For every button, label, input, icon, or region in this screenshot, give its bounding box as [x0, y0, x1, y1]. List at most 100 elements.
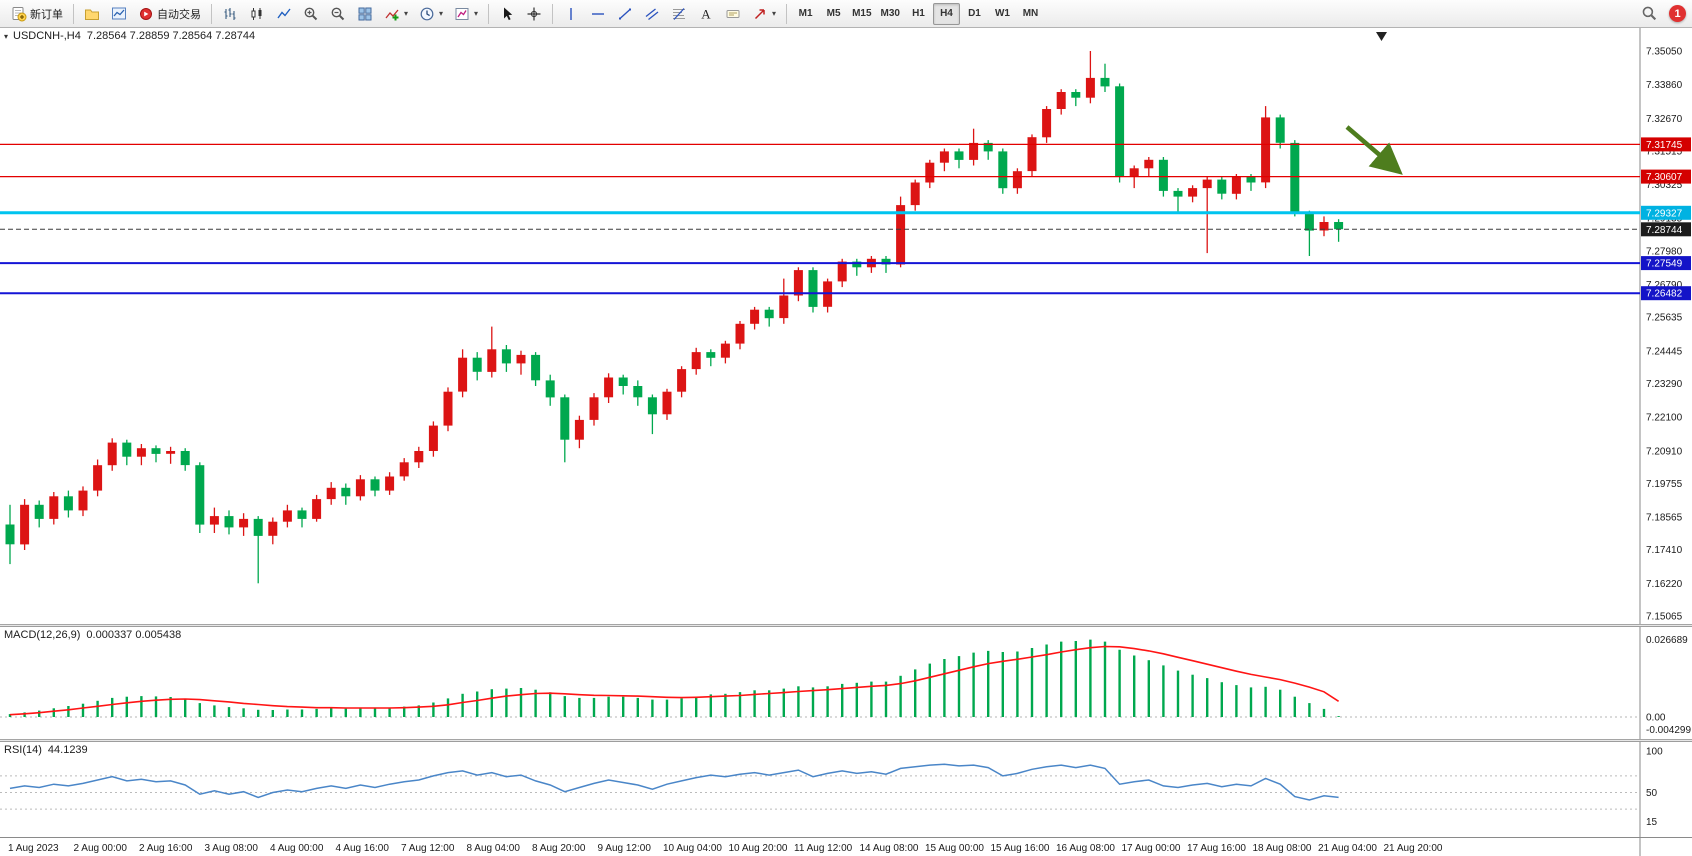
line-chart-icon	[276, 6, 292, 22]
cursor-icon	[499, 6, 515, 22]
timeframe-button-M1[interactable]: M1	[792, 3, 819, 25]
svg-text:15: 15	[1646, 817, 1658, 828]
timeframe-button-M15[interactable]: M15	[848, 3, 875, 25]
bar-chart-button[interactable]	[217, 3, 243, 25]
svg-text:15 Aug 16:00: 15 Aug 16:00	[991, 843, 1050, 854]
text-label-button[interactable]	[720, 3, 746, 25]
main-chart-panel[interactable]: 7.350507.338607.326707.315157.303257.291…	[0, 28, 1692, 624]
macd-panel[interactable]: 0.026689 0.00 -0.004299 MACD(12,26,9) 0.00…	[0, 627, 1692, 739]
vertical-line-button[interactable]	[558, 3, 584, 25]
periods-dropdown-caret: ▾	[439, 8, 444, 18]
svg-text:7.31515: 7.31515	[1646, 146, 1683, 157]
svg-text:A: A	[701, 6, 711, 21]
svg-text:2 Aug 16:00: 2 Aug 16:00	[139, 843, 193, 854]
svg-text:50: 50	[1646, 788, 1658, 799]
zoom-out-button[interactable]	[325, 3, 351, 25]
horizontal-line-button[interactable]	[585, 3, 611, 25]
timeframe-button-MN[interactable]: MN	[1017, 3, 1044, 25]
bar-chart-icon	[222, 6, 238, 22]
notification-count: 1	[1674, 7, 1681, 20]
toolbar-right-group: 1	[1636, 3, 1686, 25]
channel-icon	[644, 6, 660, 22]
svg-text:15 Aug 00:00: 15 Aug 00:00	[925, 843, 984, 854]
toolbar: 新订单 自动交易	[0, 0, 1692, 28]
text-button[interactable]: A	[693, 3, 719, 25]
cursor-button[interactable]	[494, 3, 520, 25]
panel-separator[interactable]	[0, 624, 1692, 627]
search-icon	[1641, 5, 1658, 22]
svg-text:21 Aug 04:00: 21 Aug 04:00	[1318, 843, 1377, 854]
svg-text:7.22100: 7.22100	[1646, 413, 1683, 424]
market-watch-icon	[111, 6, 127, 22]
svg-text:7.27549: 7.27549	[1646, 259, 1683, 270]
trendline-button[interactable]	[612, 3, 638, 25]
channel-button[interactable]	[639, 3, 665, 25]
profiles-button[interactable]	[79, 3, 105, 25]
macd-canvas[interactable]: 0.026689 0.00-0.004299	[0, 627, 1692, 739]
zoom-in-button[interactable]	[298, 3, 324, 25]
indicators-dropdown-caret: ▾	[404, 8, 409, 18]
svg-text:7.26790: 7.26790	[1646, 280, 1683, 291]
vertical-line-icon	[563, 6, 579, 22]
svg-text:7.29327: 7.29327	[1646, 208, 1683, 219]
rsi-canvas[interactable]: 100 50 15	[0, 742, 1692, 837]
fibonacci-button[interactable]	[666, 3, 692, 25]
candlestick-chart-icon	[249, 6, 265, 22]
price-chart-canvas[interactable]: 7.350507.338607.326707.315157.303257.291…	[0, 28, 1692, 624]
toolbar-separator	[552, 3, 554, 24]
svg-text:7.30325: 7.30325	[1646, 180, 1683, 191]
toolbar-separator	[786, 3, 788, 24]
arrows-button[interactable]: ▾	[747, 3, 781, 25]
candlestick-chart-button[interactable]	[244, 3, 270, 25]
indicators-button[interactable]: ▾	[379, 3, 413, 25]
horizontal-line-icon	[590, 6, 606, 22]
line-chart-button[interactable]	[271, 3, 297, 25]
timeframe-button-H4[interactable]: H4	[932, 2, 960, 25]
svg-text:0.00: 0.00	[1646, 713, 1666, 724]
zoom-in-icon	[303, 6, 319, 22]
one-click-trading-toggle[interactable]: ▾	[4, 31, 9, 41]
svg-text:17 Aug 00:00: 17 Aug 00:00	[1122, 843, 1181, 854]
tile-windows-button[interactable]	[352, 3, 378, 25]
timeframe-button-H1[interactable]: H1	[905, 3, 932, 25]
svg-text:10 Aug 04:00: 10 Aug 04:00	[663, 843, 722, 854]
timeframe-button-M5[interactable]: M5	[820, 3, 847, 25]
svg-text:7.20910: 7.20910	[1646, 446, 1683, 457]
new-order-label: 新订单	[30, 8, 63, 21]
crosshair-button[interactable]	[521, 3, 547, 25]
trendline-icon	[617, 6, 633, 22]
indicators-icon	[384, 6, 400, 22]
chart-area: 7.350507.338607.326707.315157.303257.291…	[0, 28, 1692, 856]
profiles-icon	[84, 6, 100, 22]
market-watch-button[interactable]	[106, 3, 132, 25]
svg-text:7.27980: 7.27980	[1646, 246, 1683, 257]
svg-text:16 Aug 08:00: 16 Aug 08:00	[1056, 843, 1115, 854]
toolbar-separator	[211, 3, 212, 24]
svg-text:7.30607: 7.30607	[1646, 172, 1683, 183]
timeframe-button-W1[interactable]: W1	[989, 3, 1016, 25]
auto-trading-button[interactable]: 自动交易	[133, 3, 206, 25]
timeframe-button-M30[interactable]: M30	[877, 3, 904, 25]
new-order-button[interactable]: 新订单	[6, 3, 68, 25]
text-icon: A	[698, 6, 714, 22]
timeframe-button-D1[interactable]: D1	[961, 3, 988, 25]
fibonacci-icon	[671, 6, 687, 22]
notification-badge[interactable]: 1	[1669, 5, 1686, 22]
panel-separator[interactable]	[0, 739, 1692, 742]
svg-text:21 Aug 20:00: 21 Aug 20:00	[1384, 843, 1443, 854]
svg-text:18 Aug 08:00: 18 Aug 08:00	[1253, 843, 1312, 854]
templates-button[interactable]: ▾	[449, 3, 483, 25]
svg-text:-0.004299: -0.004299	[1646, 725, 1691, 736]
rsi-panel[interactable]: 100 50 15 RSI(14) 44.1239	[0, 742, 1692, 837]
search-button[interactable]	[1636, 3, 1663, 25]
svg-text:7.31745: 7.31745	[1646, 140, 1683, 151]
svg-text:7 Aug 12:00: 7 Aug 12:00	[401, 843, 455, 854]
svg-text:8 Aug 20:00: 8 Aug 20:00	[532, 843, 586, 854]
new-order-icon	[11, 6, 27, 22]
time-axis[interactable]: 1 Aug 2023 2 Aug 00:00 2 Aug 16:00 3 Aug 08…	[0, 837, 1692, 856]
svg-text:4 Aug 00:00: 4 Aug 00:00	[270, 843, 324, 854]
svg-text:1 Aug 2023: 1 Aug 2023	[8, 843, 59, 854]
svg-text:7.32670: 7.32670	[1646, 114, 1683, 125]
periods-button[interactable]: ▾	[414, 3, 448, 25]
